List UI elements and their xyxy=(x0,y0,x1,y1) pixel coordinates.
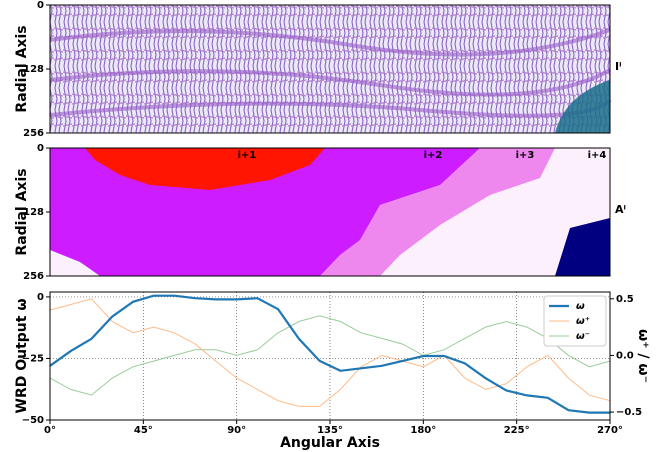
y-axis-label: Radial Axis xyxy=(14,168,30,255)
y-tick-label: 0 xyxy=(37,0,44,11)
image-panel xyxy=(50,5,610,133)
x-tick-label: 45° xyxy=(134,425,153,436)
x-tick-label: 90° xyxy=(227,425,246,436)
y-tick-label: 256 xyxy=(23,271,44,282)
region-label: i+3 xyxy=(516,150,535,161)
y-tick-label: −50 xyxy=(22,415,44,426)
x-axis-label: Angular Axis xyxy=(280,435,380,451)
y-axis-label: ω⁺ / ω⁻ xyxy=(635,329,651,383)
y-tick-label: 0 xyxy=(37,143,44,154)
y-tick-label: 256 xyxy=(23,128,44,139)
figure: 0128256Radial AxisIⁱ0128256Radial AxisAⁱ… xyxy=(0,0,658,452)
region-label: i+1 xyxy=(238,150,257,161)
segmentation-panel xyxy=(50,148,610,276)
region-label: i+2 xyxy=(424,150,443,161)
x-tick-label: 0° xyxy=(44,425,56,436)
legend-label: ω⁺ xyxy=(576,316,590,327)
legend-label: ω xyxy=(576,301,585,312)
x-tick-label: 225° xyxy=(504,425,530,436)
y-tick-label: 0 xyxy=(37,292,44,303)
annotation: Iⁱ xyxy=(615,60,622,73)
region-label: i+4 xyxy=(588,150,607,161)
y-axis-label: WRD Output ω xyxy=(14,298,30,413)
y2-tick-label: −0.5 xyxy=(616,407,642,418)
y2-tick-label: 0.0 xyxy=(616,350,634,361)
y-axis-label: Radial Axis xyxy=(14,25,30,112)
legend-label: ω⁻ xyxy=(576,331,590,342)
x-tick-label: 270° xyxy=(597,425,623,436)
annotation: Aⁱ xyxy=(615,203,626,216)
x-tick-label: 180° xyxy=(410,425,436,436)
y2-tick-label: 0.5 xyxy=(616,294,634,305)
page: {"chart_data": [ {"type": "image", "ylab… xyxy=(0,0,658,452)
